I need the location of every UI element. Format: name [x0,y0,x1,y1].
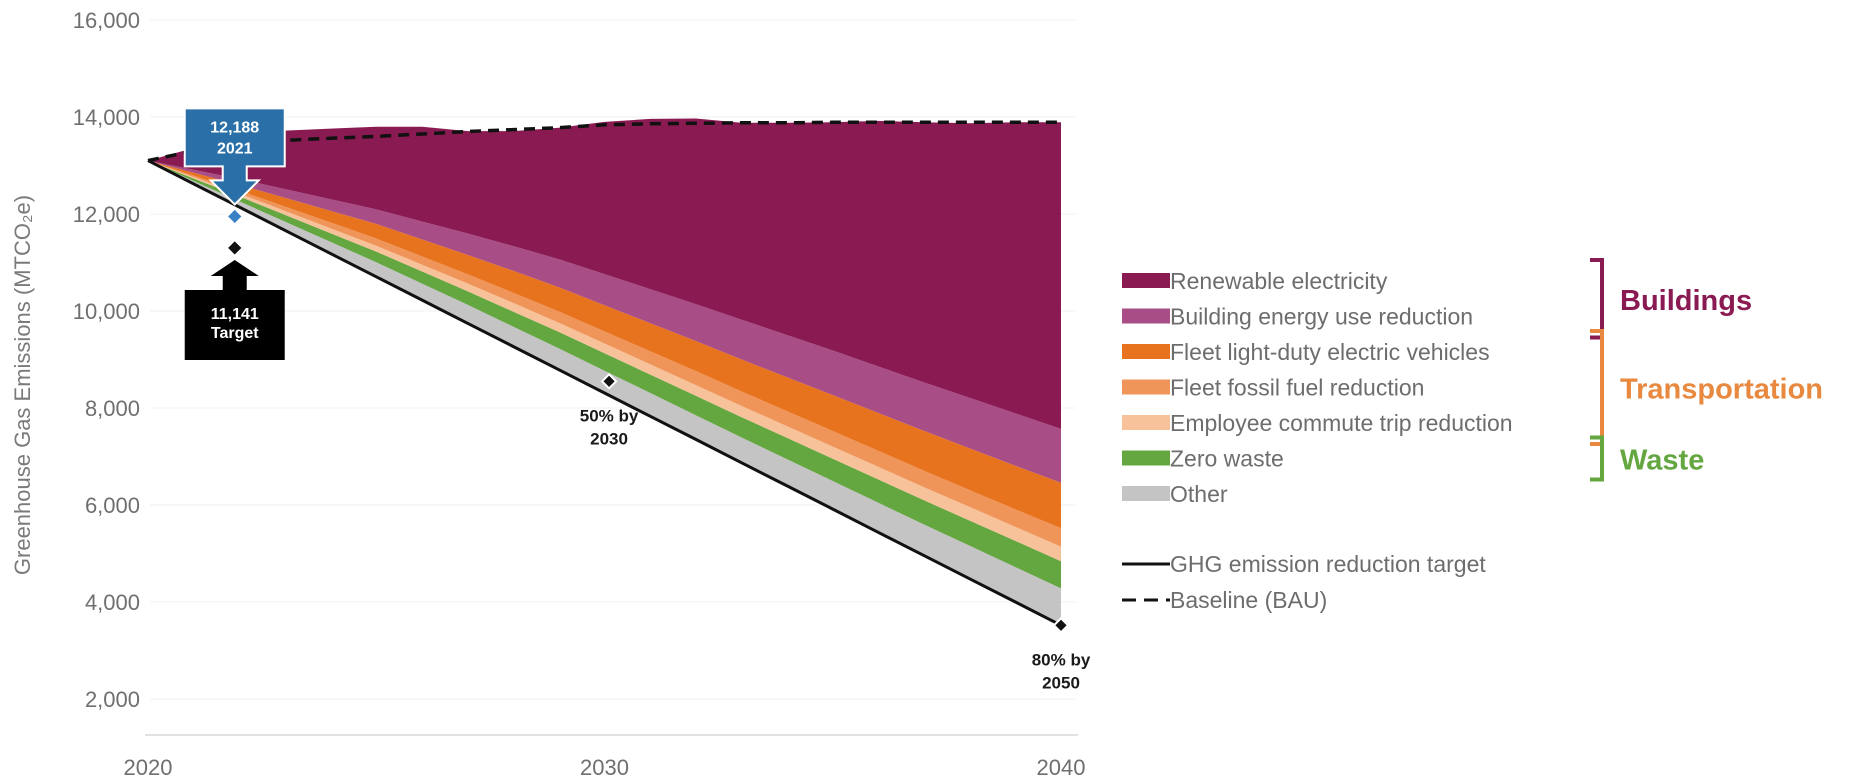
legend-label: Baseline (BAU) [1170,587,1327,613]
milestone-2030-text: 2030 [590,429,628,448]
callout-2021-target-text: Target [211,325,259,342]
legend-label: GHG emission reduction target [1170,551,1486,577]
callout-2021-target-text: 11,141 [211,306,259,323]
legend-label: Other [1170,481,1228,507]
y-tick-label: 8,000 [85,396,140,421]
x-tick-label: 2030 [580,755,629,780]
group-bracket [1590,329,1604,446]
y-tick-label: 6,000 [85,493,140,518]
legend-label: Renewable electricity [1170,268,1388,294]
group-bracket [1590,435,1604,482]
x-tick-label: 2020 [124,755,173,780]
target-line [147,159,1062,627]
area-renewable-electricity [148,118,1061,429]
baseline-line [147,120,1061,163]
y-tick-label: 16,000 [73,8,140,33]
group-label: Transportation [1620,374,1823,406]
y-tick-label: 2,000 [85,687,140,712]
milestone-2050-marker [1052,616,1070,634]
legend-swatch [1122,379,1170,395]
group-label: Waste [1620,445,1704,477]
milestone-2030-marker [600,372,618,390]
area-layer [148,118,1061,626]
milestone-2050-text: 80% by [1032,650,1091,669]
legend: Renewable electricity Building energy use… [1122,268,1513,613]
milestone-2030-text: 50% by [580,406,639,425]
y-tick-label: 12,000 [73,202,140,227]
y-axis-label: Greenhouse Gas Emissions (MTCO₂e) [10,195,35,575]
target-2021-marker [225,238,245,258]
milestone-2050-text: 2050 [1042,673,1080,692]
legend-swatch [1122,415,1170,430]
legend-swatch [1122,450,1170,466]
legend-swatch [1122,273,1170,288]
legend-label: Zero waste [1170,446,1284,472]
legend-groups: Buildings Transportation Waste [1590,258,1823,482]
y-tick-label: 10,000 [73,299,140,324]
actual-2021-marker [225,207,245,226]
legend-label: Employee commute trip reduction [1170,410,1513,436]
callout-2021-actual-text: 2021 [217,140,253,157]
y-tick-label: 4,000 [85,590,140,615]
callout-2021-actual-text: 12,188 [210,119,259,136]
blue-callout-box [183,107,286,206]
x-tick-label: 2040 [1037,755,1086,780]
group-bracket [1590,258,1604,340]
legend-swatch [1122,344,1170,359]
legend-label: Building energy use reduction [1170,304,1473,330]
legend-label: Fleet fossil fuel reduction [1170,375,1424,401]
legend-swatch [1122,486,1170,501]
legend-swatch [1122,308,1170,324]
group-label: Buildings [1620,285,1752,317]
annotation-layer: 12,188 2021 11,141 Target 50% by 2030 80% by 20… [183,107,1091,692]
black-callout-box [184,259,285,360]
axis-layer: Greenhouse Gas Emissions (MTCO₂e) 2,000 4… [10,8,1085,780]
y-tick-label: 14,000 [73,105,140,130]
legend-label: Fleet light-duty electric vehicles [1170,339,1490,365]
area-zero-waste [148,160,1061,589]
line-layer [147,120,1062,627]
